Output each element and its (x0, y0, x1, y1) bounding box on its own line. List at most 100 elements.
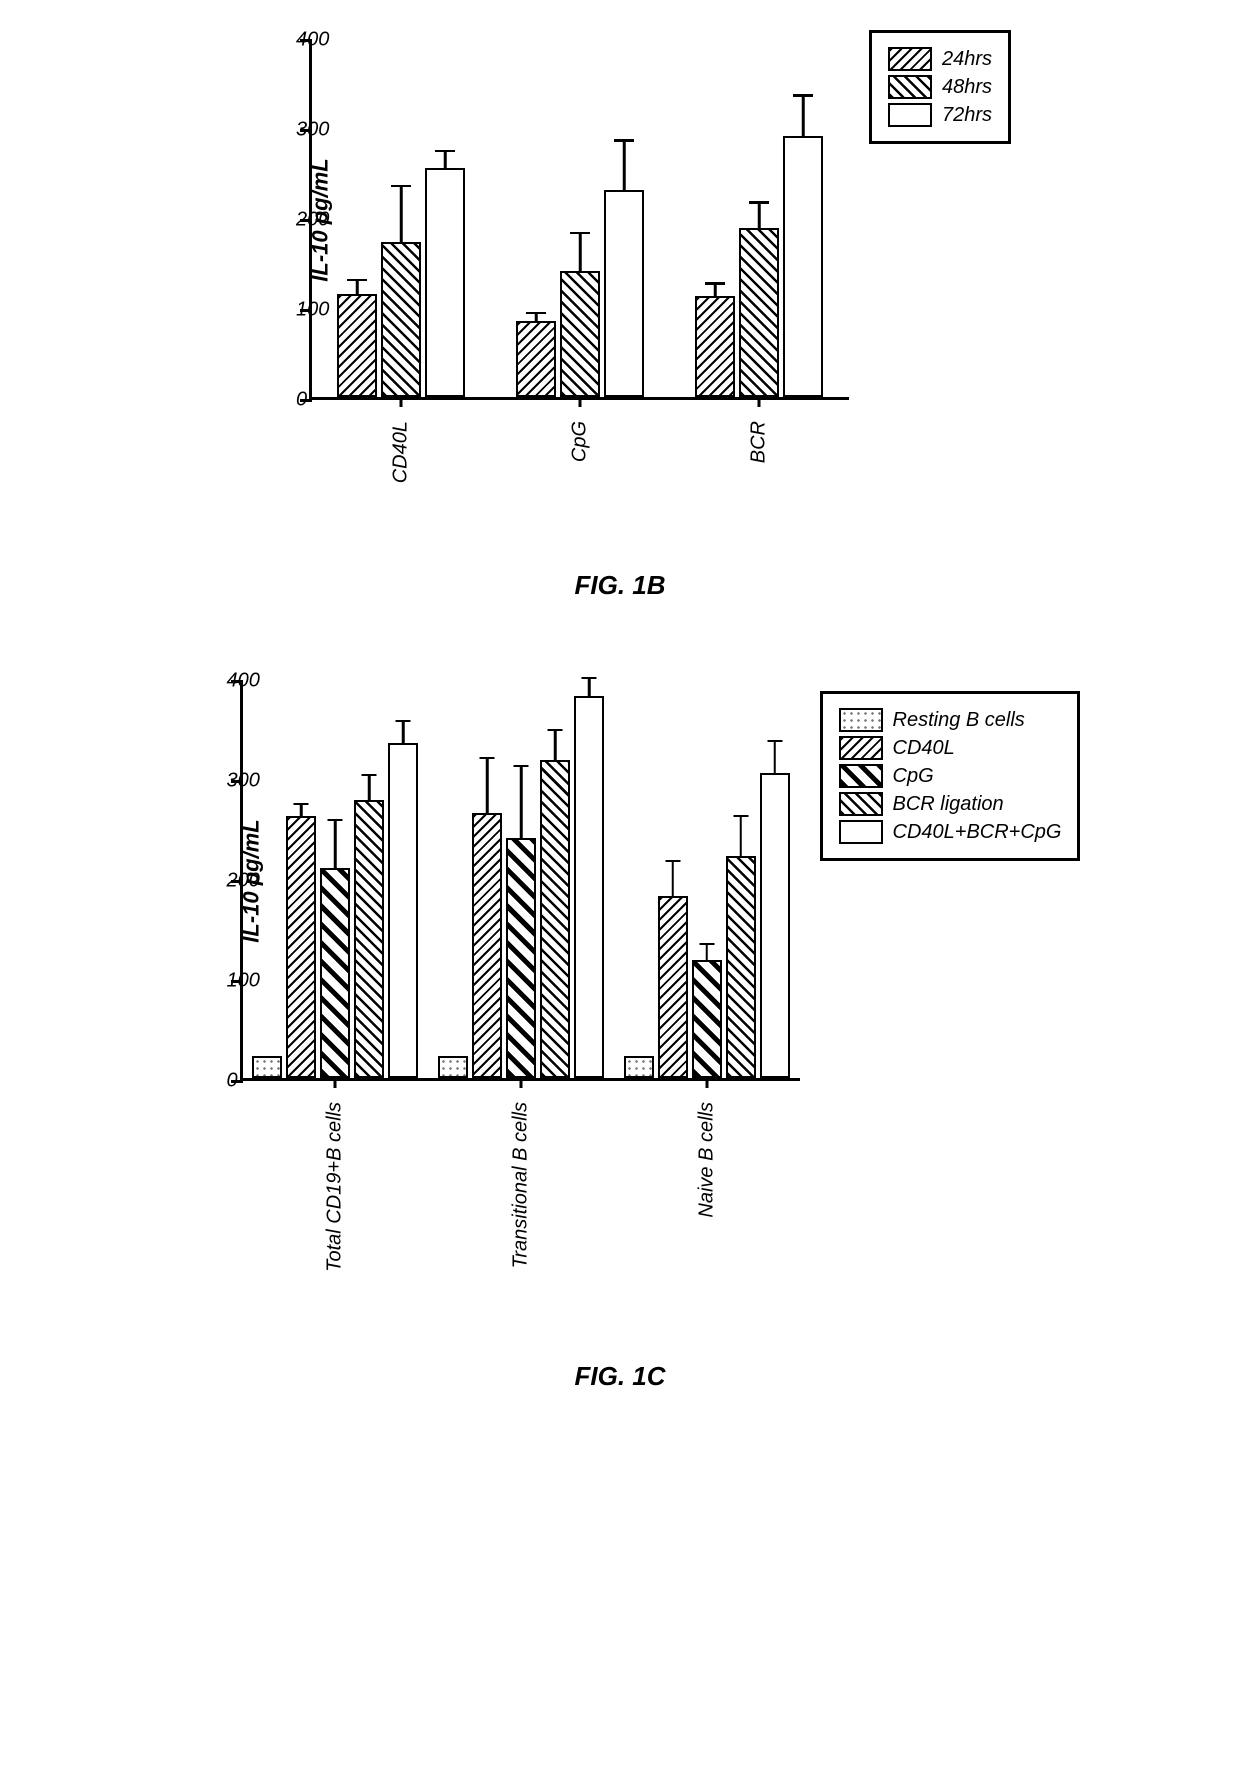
error-cap (526, 312, 546, 315)
legend-swatch (839, 764, 883, 788)
error-bar (520, 766, 523, 838)
legend-label: 24hrs (942, 48, 992, 71)
error-cap (793, 94, 813, 97)
error-cap (570, 232, 590, 235)
fig1c-plot: 0100200300400Total CD19+B cellsTransitio… (240, 681, 800, 1081)
error-cap (347, 279, 367, 282)
error-cap (749, 201, 769, 204)
y-tick-label: 100 (227, 970, 243, 993)
fig1c-legend: Resting B cellsCD40LCpGBCR ligationCD40L… (820, 691, 1081, 861)
error-cap (705, 282, 725, 285)
bar-rect (286, 816, 316, 1078)
x-tick (705, 1078, 708, 1088)
error-cap (480, 757, 495, 760)
legend-label: CD40L (893, 737, 955, 760)
error-cap (362, 774, 377, 777)
error-bar (486, 758, 489, 813)
legend-label: BCR ligation (893, 793, 1004, 816)
legend-label: Resting B cells (893, 709, 1025, 732)
y-tick-label: 200 (227, 870, 243, 893)
bar-rect (388, 743, 418, 1078)
bar (438, 1056, 468, 1078)
bar (658, 896, 688, 1078)
error-bar (758, 203, 761, 228)
fig1c-row: IL-10 pg/mL 0100200300400Total CD19+B ce… (20, 681, 1220, 1081)
bar-groups: CD40L CpG BCR (312, 40, 849, 397)
bar-rect (516, 321, 556, 398)
legend-label: CD40L+BCR+CpG (893, 821, 1062, 844)
bar (739, 228, 779, 397)
error-bar (535, 313, 538, 320)
error-bar (368, 775, 371, 800)
fig1b-legend: 24hrs48hrs72hrs (869, 30, 1011, 144)
error-cap (665, 860, 680, 863)
bar-rect (337, 294, 377, 398)
x-tick-label: Total CD19+B cells (324, 1102, 347, 1272)
error-bar (588, 678, 591, 696)
legend-item: 24hrs (888, 47, 992, 71)
error-cap (328, 819, 343, 822)
legend-swatch (839, 792, 883, 816)
bar (540, 760, 570, 1078)
error-bar (705, 944, 708, 960)
error-cap (548, 729, 563, 732)
bar-rect (506, 838, 536, 1078)
x-tick-label: Transitional B cells (510, 1102, 533, 1268)
bar (320, 868, 350, 1078)
legend-item: CD40L+BCR+CpG (839, 820, 1062, 844)
legend-item: Resting B cells (839, 708, 1062, 732)
fig1c-chart-area: IL-10 pg/mL 0100200300400Total CD19+B ce… (240, 681, 800, 1081)
fig1b-chart-area: IL-10 pg/mL 0100200300400CD40LCpGBCR (309, 40, 849, 400)
bar-group: Total CD19+B cells (252, 743, 418, 1078)
bar (286, 816, 316, 1078)
y-tick-label: 0 (296, 389, 312, 412)
y-tick-label: 100 (296, 299, 312, 322)
x-tick-label: CpG (569, 421, 592, 462)
bar (381, 242, 421, 397)
bar (472, 813, 502, 1078)
bar (695, 296, 735, 397)
fig1b-plot: 0100200300400CD40LCpGBCR (309, 40, 849, 400)
bar-rect (574, 696, 604, 1078)
error-bar (402, 721, 405, 743)
bar-group: CD40L (337, 168, 465, 398)
bar (726, 856, 756, 1078)
bar-group: CpG (516, 190, 644, 397)
bar (604, 190, 644, 397)
legend-swatch (888, 47, 932, 71)
fig1b-row: IL-10 pg/mL 0100200300400CD40LCpGBCR 24h… (20, 40, 1220, 400)
bar-groups: Total CD19+B cellsTransitional B cellsNa… (243, 681, 800, 1078)
bar-rect (381, 242, 421, 397)
bar-rect (252, 1056, 282, 1078)
error-bar (714, 284, 717, 297)
bar (760, 773, 790, 1078)
error-bar (356, 280, 359, 294)
error-bar (802, 96, 805, 137)
error-cap (767, 740, 782, 743)
y-tick-label: 200 (296, 209, 312, 232)
bar-group: BCR (695, 136, 823, 397)
y-tick-label: 400 (227, 670, 243, 693)
bar (624, 1056, 654, 1078)
y-tick-label: 400 (296, 29, 312, 52)
legend-item: BCR ligation (839, 792, 1062, 816)
bar (783, 136, 823, 397)
bar-rect (604, 190, 644, 397)
bar-rect (354, 800, 384, 1078)
error-bar (579, 233, 582, 271)
error-bar (444, 151, 447, 167)
x-tick-label: BCR (748, 421, 771, 463)
figure-1b: IL-10 pg/mL 0100200300400CD40LCpGBCR 24h… (20, 40, 1220, 601)
bar-group: Naive B cells (624, 773, 790, 1078)
fig1b-caption: FIG. 1B (20, 570, 1220, 601)
fig1c-caption: FIG. 1C (20, 1361, 1220, 1392)
bar-rect (472, 813, 502, 1078)
legend-swatch (839, 708, 883, 732)
figure-1c: IL-10 pg/mL 0100200300400Total CD19+B ce… (20, 681, 1220, 1392)
error-cap (733, 815, 748, 818)
legend-label: 72hrs (942, 104, 992, 127)
y-tick-label: 300 (227, 770, 243, 793)
bar (337, 294, 377, 398)
legend-item: 72hrs (888, 103, 992, 127)
bar (388, 743, 418, 1078)
